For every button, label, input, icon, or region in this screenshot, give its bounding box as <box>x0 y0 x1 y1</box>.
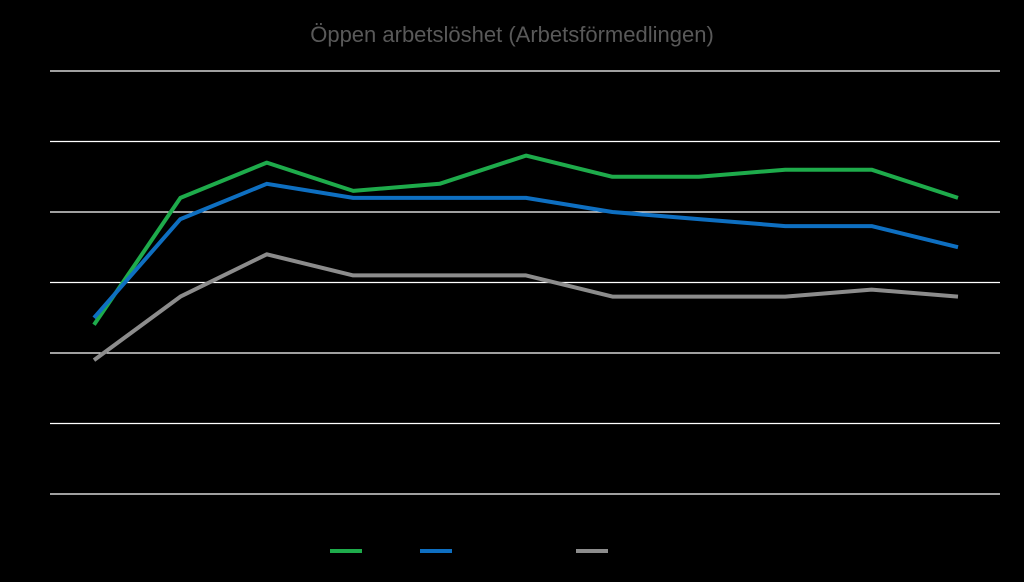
series-lines <box>92 153 959 362</box>
series-line-3 <box>92 252 959 362</box>
series-line-1 <box>92 153 959 326</box>
series-line-2 <box>92 181 959 320</box>
chart-title: Öppen arbetslöshet (Arbetsförmedlingen) <box>310 22 714 47</box>
